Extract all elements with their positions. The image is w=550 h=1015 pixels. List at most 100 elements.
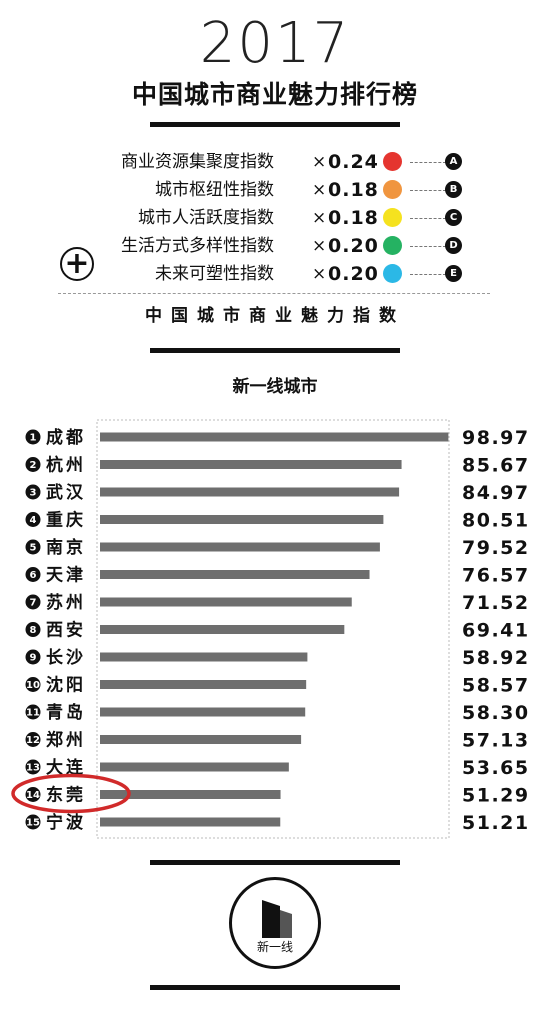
plus-icon: + [60, 247, 94, 281]
rank-number: 5 [30, 543, 37, 554]
leader-line [410, 190, 446, 191]
divider-bottom [150, 860, 400, 865]
value-label: 76.57 [462, 565, 530, 587]
category-label: 成都 [46, 427, 86, 448]
leader-line [410, 274, 446, 275]
category-label: 苏州 [46, 592, 86, 613]
bar [100, 707, 306, 717]
bar [100, 570, 370, 579]
value-label: 58.30 [462, 702, 530, 724]
rank-badge [25, 759, 41, 775]
category-label: 重庆 [46, 510, 86, 531]
value-label: 57.13 [462, 730, 530, 752]
chart-title: 新一线城市 [232, 377, 318, 397]
value-label: 71.52 [462, 592, 530, 614]
color-dot-icon [383, 236, 402, 255]
category-label: 武汉 [46, 482, 86, 503]
category-label: 南京 [46, 537, 86, 558]
rank-number: 6 [30, 570, 37, 581]
page-title: 中国城市商业魅力排行榜 [131, 80, 418, 109]
rank-number: 4 [30, 515, 37, 526]
rank-number: 14 [26, 790, 40, 801]
category-label: 长沙 [46, 647, 86, 668]
category-label: 杭州 [46, 455, 86, 476]
bar [100, 652, 308, 662]
bar [100, 515, 384, 524]
formula-row: 城市枢纽性指数 × 0.18 B [100, 176, 480, 204]
rank-number: 12 [26, 735, 40, 746]
times-symbol: × [312, 236, 327, 256]
rank-number: 7 [30, 598, 37, 609]
formula-weight: 0.20 [328, 263, 379, 285]
formula-row: 未来可塑性指数 × 0.20 E [100, 260, 480, 288]
category-label: 宁波 [46, 812, 86, 833]
rank-number: 11 [26, 708, 40, 719]
category-label: 大连 [46, 757, 86, 778]
category-label: 沈阳 [46, 675, 86, 696]
times-symbol: × [312, 152, 327, 172]
value-label: 69.41 [462, 620, 530, 642]
rank-badge [25, 429, 41, 445]
value-label: 53.65 [462, 757, 530, 779]
times-symbol: × [312, 208, 327, 228]
rank-badge [25, 677, 41, 692]
formula-label: 商业资源集聚度指数 [121, 152, 274, 172]
dashed-divider [58, 293, 490, 294]
formula-weight: 0.20 [328, 235, 379, 257]
rank-badge [25, 567, 41, 582]
rank-badge [25, 484, 41, 500]
color-dot-icon [383, 180, 402, 199]
chart-frame [96, 419, 450, 839]
formula-label: 未来可塑性指数 [155, 264, 274, 284]
rank-number: 1 [30, 433, 37, 444]
divider-middle [150, 348, 400, 353]
formula-label: 城市枢纽性指数 [155, 180, 274, 200]
value-label: 79.52 [462, 537, 530, 559]
rank-badge [25, 732, 41, 747]
formula-row: 城市人活跃度指数 × 0.18 C [100, 204, 480, 232]
bar [100, 625, 345, 634]
value-label: 58.57 [462, 675, 530, 697]
rank-number: 15 [26, 818, 40, 829]
formula-label: 城市人活跃度指数 [138, 208, 274, 228]
logo-mark-icon [262, 900, 292, 938]
logo-text: 新一线 [256, 940, 293, 954]
rank-number: 2 [30, 460, 37, 471]
color-dot-icon [383, 208, 402, 227]
year-heading: 2017 [199, 11, 351, 76]
formula-row: 生活方式多样性指数 × 0.20 D [100, 232, 480, 260]
letter-badge: C [445, 209, 462, 226]
letter-badge: E [445, 265, 462, 282]
bar [100, 597, 352, 607]
rank-badge [25, 787, 41, 802]
bar [100, 762, 289, 772]
color-dot-icon [383, 152, 402, 171]
bar [100, 790, 281, 799]
color-dot-icon [383, 264, 402, 283]
rank-number: 8 [30, 625, 37, 636]
category-label: 东莞 [46, 785, 86, 806]
category-label: 天津 [46, 565, 86, 586]
bar [100, 735, 302, 744]
rank-number: 10 [26, 680, 40, 691]
formula-weight: 0.24 [328, 151, 379, 173]
value-label: 98.97 [462, 427, 530, 449]
rank-badge [25, 622, 41, 637]
bar [100, 542, 380, 552]
letter-badge: A [445, 153, 462, 170]
value-label: 85.67 [462, 455, 530, 477]
formula-label: 生活方式多样性指数 [121, 236, 274, 256]
formula-weight: 0.18 [328, 179, 379, 201]
highlight-circle [11, 773, 131, 814]
formula-row: 商业资源集聚度指数 × 0.24 A [100, 148, 480, 176]
rank-badge [25, 814, 41, 830]
bar [100, 817, 281, 827]
leader-line [410, 162, 446, 163]
rank-badge [25, 704, 41, 720]
rank-badge [25, 512, 41, 527]
category-label: 西安 [46, 620, 86, 641]
category-label: 郑州 [46, 730, 86, 751]
times-symbol: × [312, 180, 327, 200]
rank-number: 3 [30, 488, 37, 499]
leader-line [410, 218, 446, 219]
